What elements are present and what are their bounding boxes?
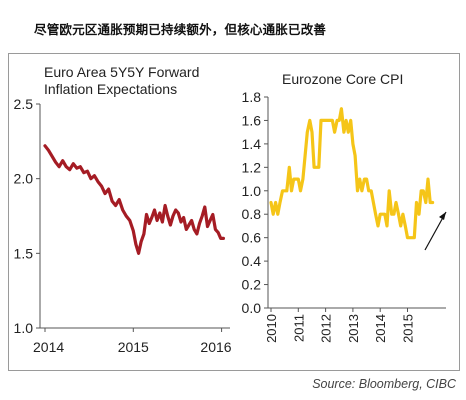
right-chart-title: Eurozone Core CPI [282,71,403,87]
right-y-tick-label: 1.6 [242,112,262,128]
left-chart-title-line-2: Inflation Expectations [44,81,177,97]
page-headline: 尽管欧元区通胀预期已持续额外，但核心通胀已改善 [34,22,327,37]
right-y-tick-label: 0.4 [242,253,262,269]
left-x-tick-label: 2014 [33,339,64,355]
chart-panel-frame [8,53,460,371]
right-y-tick-label: 0.6 [242,230,262,246]
left-y-tick-label: 1.5 [14,245,34,261]
right-x-tick-label: 2011 [291,314,306,342]
right-y-ticks: 1.8 1.6 1.4 1.2 1.0 0.8 0.6 0.4 0.2 0.0 [242,89,268,316]
right-y-tick-label: 0.2 [242,277,262,293]
right-x-tick-label: 2014 [373,314,388,343]
right-y-tick-label: 1.4 [242,136,262,152]
right-y-tick-label: 1.8 [242,89,262,105]
left-x-ticks: 2014 2015 2016 [33,328,232,355]
right-x-ticks: 2010 2011 2012 2013 2014 2015 [264,308,416,343]
trend-arrow [424,211,447,251]
left-y-tick-label: 2.0 [14,171,34,187]
source-note: Source: Bloomberg, CIBC [312,377,456,391]
right-y-tick-label: 1.0 [242,183,262,199]
right-y-tick-label: 0.8 [242,206,262,222]
left-y-tick-label: 2.5 [14,96,34,112]
left-chart: Euro Area 5Y5Y Forward Inflation Expecta… [14,64,232,355]
right-x-tick-label: 2012 [319,314,334,343]
right-chart: Eurozone Core CPI 1.8 1.6 1.4 1.2 1.0 0.8 0.6 0… [242,71,447,343]
left-chart-title-line-1: Euro Area 5Y5Y Forward [44,64,199,80]
right-y-tick-label: 1.2 [242,159,262,175]
left-y-tick-label: 1.0 [14,320,34,336]
left-x-tick-label: 2015 [118,339,149,355]
right-y-tick-label: 0.0 [242,300,262,316]
left-y-ticks: 2.5 2.0 1.5 1.0 [14,96,40,336]
left-x-tick-label: 2016 [200,339,231,355]
right-x-tick-label: 2013 [346,314,361,343]
right-x-tick-label: 2015 [401,314,416,343]
left-series-line [43,144,225,255]
right-x-tick-label: 2010 [264,314,279,343]
trend-arrow-head [439,212,446,220]
right-series-line [269,107,435,240]
